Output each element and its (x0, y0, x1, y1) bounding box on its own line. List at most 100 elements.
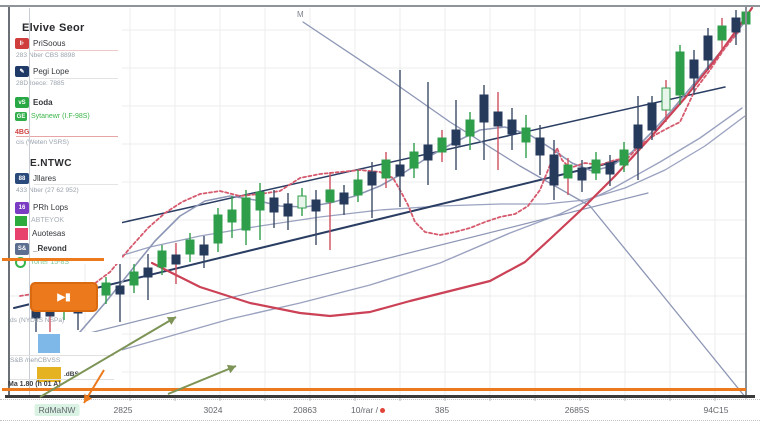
candle-body (129, 271, 139, 286)
candle-body (143, 267, 153, 278)
separator (34, 78, 118, 79)
candle-body (339, 192, 349, 205)
separator (10, 355, 114, 356)
legend-item-eoda[interactable]: vS Eoda (15, 96, 53, 109)
x-axis-label: RdMaNW (34, 404, 80, 416)
candle-body (381, 159, 391, 179)
legend-item-sytanewr[interactable]: GE Sytanewr (I.F-98S) (15, 112, 90, 121)
candle-body (577, 167, 587, 181)
candle-body (437, 137, 447, 153)
x-axis-label: 2685S (564, 405, 590, 415)
orange-flag-button[interactable]: ▶▮ (30, 282, 98, 312)
candle-body (717, 25, 727, 41)
green-swatch (15, 215, 27, 226)
candle-body (325, 189, 335, 203)
x-axis-label: 20863 (293, 405, 317, 415)
legend-sidebar: Elvive Seor l⊦ PriSoous 283 Nber CBS 889… (10, 8, 122, 268)
blue-swatch[interactable] (38, 334, 60, 353)
candle-body (227, 209, 237, 223)
line-trend-mid (13, 159, 623, 309)
legend-item-revond[interactable]: S& _Revond (15, 242, 67, 255)
candle-body (633, 124, 643, 149)
x-axis-label: 94C15 (703, 405, 729, 415)
lower-note-3: Ma 1.80 (h 01 A) (8, 381, 61, 388)
candle-body (465, 119, 475, 137)
candle-body (283, 203, 293, 217)
legend-item-abteyok[interactable]: ABTEYOK (15, 214, 64, 227)
green-tag-icon: GE (15, 112, 27, 121)
legend-subtext: 28D Ioece: 7885 (16, 80, 65, 87)
candle-body (423, 144, 433, 161)
candle-body (311, 199, 321, 212)
left-border-line (8, 7, 10, 397)
purple-badge-icon: 16 (15, 201, 29, 214)
candle-body (563, 164, 573, 179)
lower-note-2: S&B /nehCBVSS (10, 357, 61, 364)
candle-body (171, 254, 181, 265)
candle-body (703, 35, 713, 61)
legend-item-auotesas[interactable]: Auotesas (15, 227, 65, 240)
lower-note-1: ds (NYDdS NSPa) (10, 317, 65, 324)
separator (10, 379, 114, 380)
x-axis-label: 10/rar / (347, 404, 389, 416)
candle-body (549, 154, 559, 186)
candle-body (675, 51, 685, 96)
legend-item-jllares[interactable]: 88 Jllares (15, 172, 56, 185)
candle-body (451, 129, 461, 146)
inner-left-border-line (29, 8, 30, 396)
line-parabola (150, 6, 754, 318)
candle-body (689, 59, 699, 79)
candle-body (185, 239, 195, 255)
axis-baseline (5, 395, 755, 398)
candle-body (241, 197, 251, 231)
orange-horizontal-line (2, 388, 746, 391)
candle-body (647, 102, 657, 131)
candle-body (661, 87, 671, 111)
candle-body (521, 127, 531, 143)
candle-body (591, 159, 601, 174)
separator (34, 184, 118, 185)
green-badge-icon: vS (15, 97, 29, 108)
candle-body (353, 179, 363, 196)
flag-glyphs: ▶▮ (57, 291, 71, 303)
right-border-line (745, 7, 747, 397)
candle-body (395, 164, 405, 177)
candle-body (535, 137, 545, 156)
legend-item-pegi-lope[interactable]: ✎ Pegi Lope (15, 65, 69, 78)
red-separator (16, 136, 118, 137)
x-axis-label: 2825 (113, 405, 133, 415)
gold-swatch-label: .dBS (64, 371, 79, 378)
legend-item-prisoous[interactable]: l⊦ PriSoous (15, 37, 65, 50)
candle-body (731, 17, 741, 33)
gray-badge-icon: S& (15, 242, 29, 255)
legend-subtext: 433 Nber (27 62 952) (16, 187, 79, 194)
legend-item-4bg[interactable]: 4BG (15, 129, 30, 136)
candle-body (157, 250, 167, 268)
candle-body (409, 151, 419, 169)
candle-body (605, 162, 615, 175)
x-axis-label: 3024 (203, 405, 223, 415)
candle-body (619, 149, 629, 166)
candle-body (507, 119, 517, 135)
legend-item-prh-lops[interactable]: 16 PRh Lops (15, 201, 68, 214)
legend-section-title: E.NTWC (30, 158, 72, 169)
line-trend-upper (79, 86, 726, 233)
legend-subtext: cis (Weten VSRS) (16, 139, 70, 146)
pen-icon: ✎ (15, 66, 29, 77)
legend-title: Elvive Seor (22, 22, 85, 34)
candle-body (115, 285, 125, 295)
candle-body (493, 111, 503, 127)
pink-swatch (15, 227, 28, 240)
candle-body (101, 282, 111, 296)
m-annotation-label: M (297, 10, 304, 19)
line-m-trendline (302, 21, 747, 399)
candle-body (255, 191, 265, 211)
x-axis-strip[interactable]: RdMaNW 2825 3024 20863 10/rar / 385 2685S 94C15 (0, 399, 760, 421)
candle-body (479, 94, 489, 123)
line-ma-med (99, 115, 746, 263)
candle-body (297, 195, 307, 209)
candle-body (367, 171, 377, 186)
line-drawdown-dashed (19, 29, 741, 297)
red-marker-dot (379, 408, 385, 414)
